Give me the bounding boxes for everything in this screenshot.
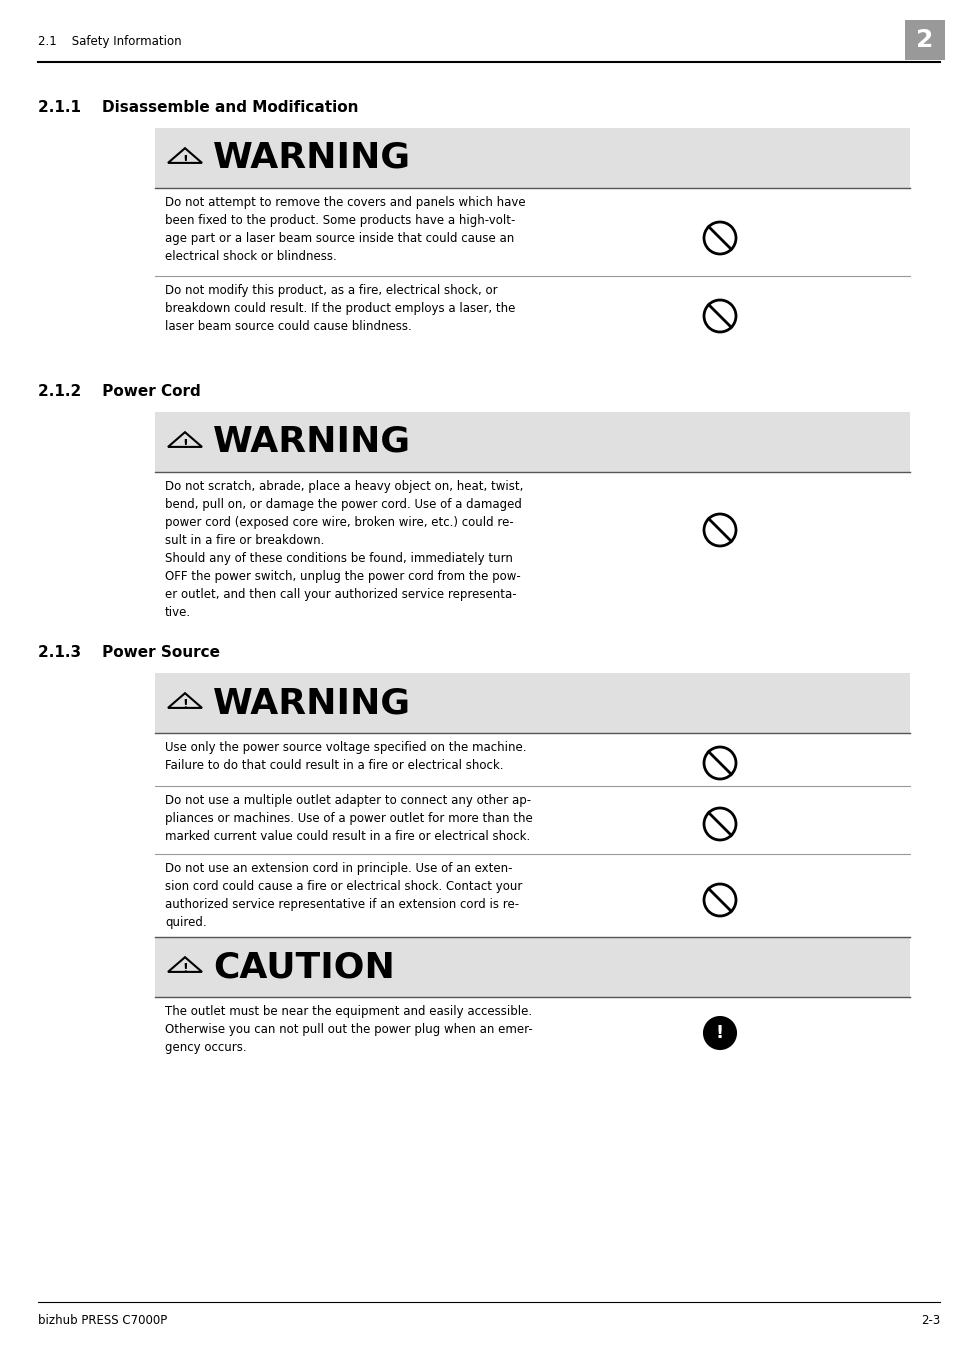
Text: !: ! bbox=[182, 963, 188, 976]
Text: Do not use a multiple outlet adapter to connect any other ap-
pliances or machin: Do not use a multiple outlet adapter to … bbox=[165, 794, 532, 842]
Text: Do not attempt to remove the covers and panels which have
been fixed to the prod: Do not attempt to remove the covers and … bbox=[165, 196, 525, 263]
Text: WARNING: WARNING bbox=[213, 686, 411, 720]
Text: Use only the power source voltage specified on the machine.
Failure to do that c: Use only the power source voltage specif… bbox=[165, 741, 526, 772]
Text: 2.1.3    Power Source: 2.1.3 Power Source bbox=[38, 645, 220, 660]
Text: !: ! bbox=[182, 437, 188, 451]
Text: !: ! bbox=[715, 1025, 723, 1042]
Text: WARNING: WARNING bbox=[213, 140, 411, 176]
Text: Do not use an extension cord in principle. Use of an exten-
sion cord could caus: Do not use an extension cord in principl… bbox=[165, 863, 522, 929]
Text: Do not modify this product, as a fire, electrical shock, or
breakdown could resu: Do not modify this product, as a fire, e… bbox=[165, 284, 515, 333]
Text: 2.1.2    Power Cord: 2.1.2 Power Cord bbox=[38, 383, 200, 400]
Bar bbox=[154, 128, 909, 188]
Bar bbox=[154, 674, 909, 733]
Text: 2.1.1    Disassemble and Modification: 2.1.1 Disassemble and Modification bbox=[38, 100, 358, 115]
Text: 2-3: 2-3 bbox=[920, 1314, 939, 1327]
Text: 2.1    Safety Information: 2.1 Safety Information bbox=[38, 35, 181, 49]
Bar bbox=[154, 937, 909, 998]
Text: !: ! bbox=[182, 154, 188, 166]
Text: 2: 2 bbox=[915, 28, 933, 53]
Text: WARNING: WARNING bbox=[213, 425, 411, 459]
Text: The outlet must be near the equipment and easily accessible.
Otherwise you can n: The outlet must be near the equipment an… bbox=[165, 1004, 532, 1054]
Text: !: ! bbox=[182, 698, 188, 711]
Text: CAUTION: CAUTION bbox=[213, 950, 395, 984]
Bar bbox=[904, 20, 944, 59]
Bar bbox=[154, 412, 909, 472]
Text: bizhub PRESS C7000P: bizhub PRESS C7000P bbox=[38, 1314, 167, 1327]
Circle shape bbox=[703, 1017, 735, 1049]
Text: Do not scratch, abrade, place a heavy object on, heat, twist,
bend, pull on, or : Do not scratch, abrade, place a heavy ob… bbox=[165, 481, 523, 620]
